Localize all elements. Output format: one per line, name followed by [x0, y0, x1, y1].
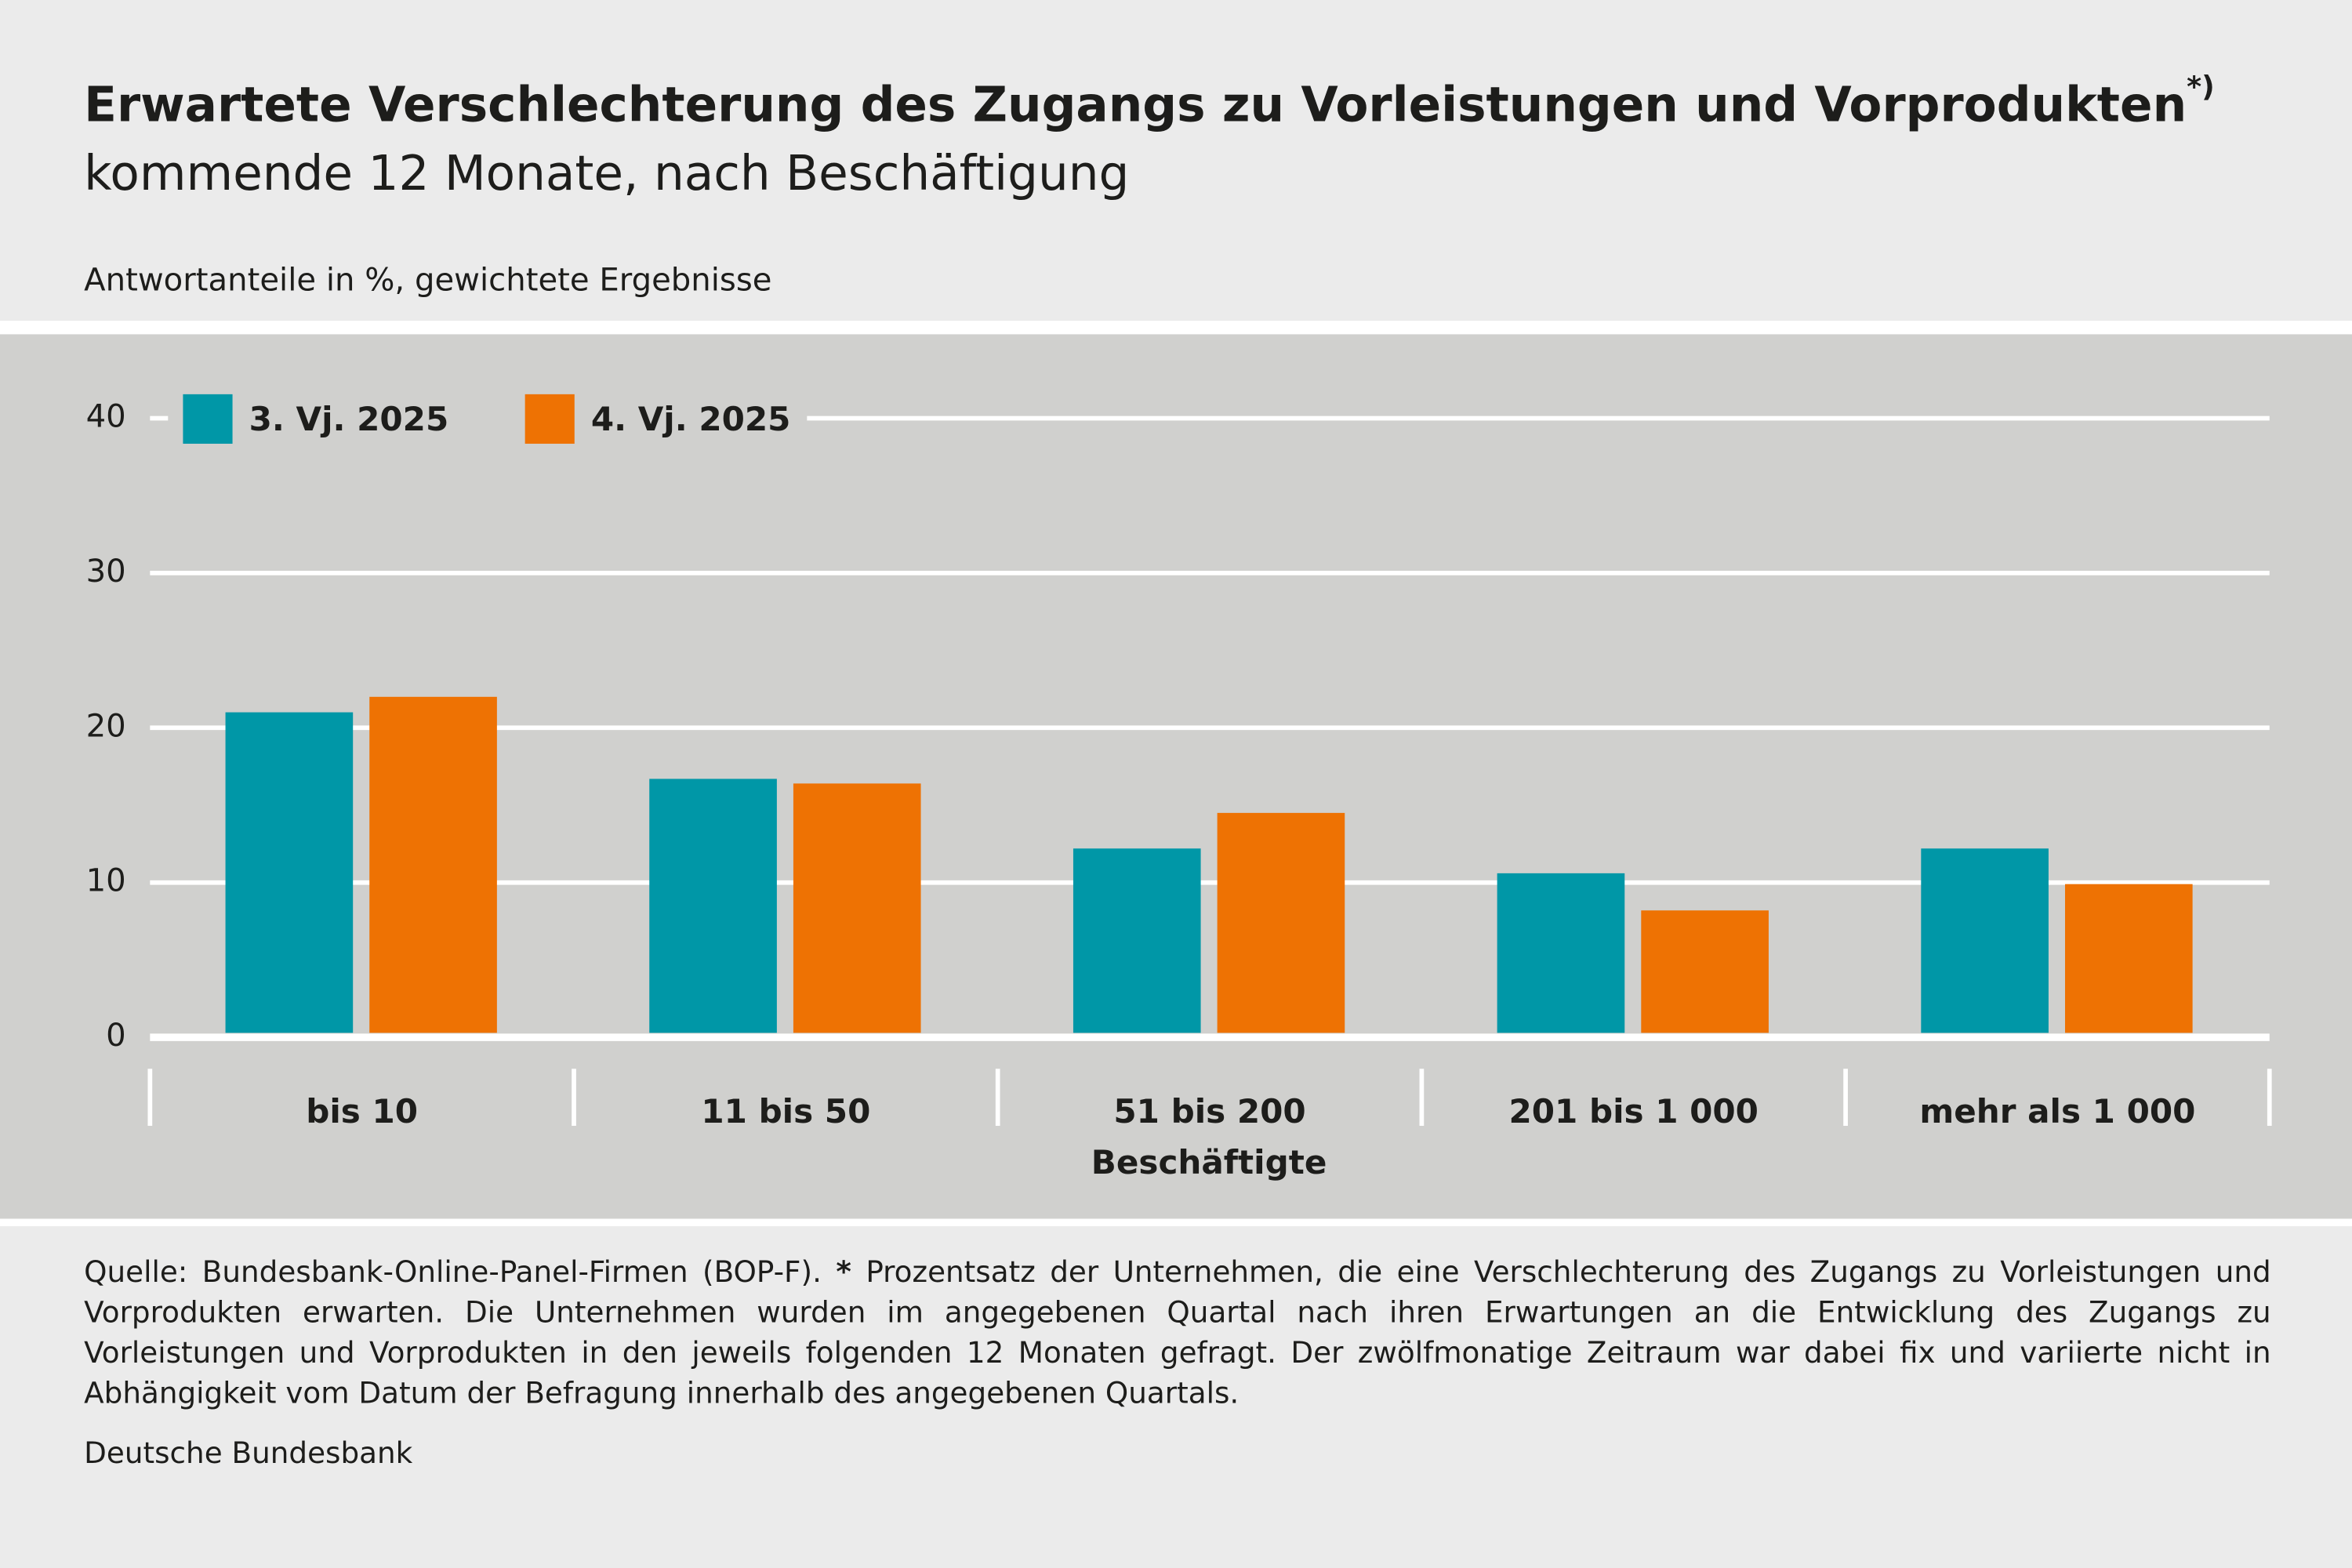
y-tick-label: 40: [86, 398, 126, 434]
legend-swatch: [524, 394, 575, 444]
x-tick-label: bis 10: [306, 1092, 418, 1131]
x-axis-label: Beschäftigte: [1091, 1143, 1327, 1181]
footnote-text: Quelle: Bundesbank-Online-Panel-Firmen (…: [84, 1252, 2271, 1414]
chart-title: Erwartete Verschlechterung des Zugangs z…: [84, 70, 2215, 132]
y-tick-label: 10: [86, 863, 126, 899]
legend-label: 3. Vj. 2025: [249, 400, 449, 438]
bar: [369, 696, 497, 1033]
publisher: Deutsche Bundesbank: [84, 1436, 413, 1471]
legend-label: 4. Vj. 2025: [591, 400, 791, 438]
title-note: *): [2187, 70, 2215, 103]
bar: [793, 783, 921, 1033]
bar: [1073, 848, 1201, 1033]
footnote-body: Prozentsatz der Unternehmen, die eine Ve…: [84, 1254, 2271, 1411]
unit-label: Antwortanteile in %, gewichtete Ergebnis…: [84, 262, 771, 298]
x-tick-label: 201 bis 1 000: [1508, 1092, 1758, 1131]
bar: [2064, 884, 2193, 1033]
chart-title-text: Erwartete Verschlechterung des Zugangs z…: [84, 77, 2187, 132]
bar: [225, 712, 354, 1033]
x-tick-label: mehr als 1 000: [1919, 1092, 2195, 1131]
legend-swatch: [183, 394, 233, 444]
x-tick-label: 11 bis 50: [701, 1092, 870, 1131]
bar: [1217, 812, 1345, 1033]
footnote: Quelle: Bundesbank-Online-Panel-Firmen (…: [84, 1252, 2271, 1474]
chart-subtitle: kommende 12 Monate, nach Beschäftigung: [84, 146, 1129, 201]
bar: [1641, 910, 1769, 1033]
source: Quelle: Bundesbank-Online-Panel-Firmen (…: [84, 1254, 822, 1290]
legend-background: [168, 387, 808, 453]
footnote-star: *: [836, 1254, 851, 1290]
x-tick-label: 51 bis 200: [1113, 1092, 1305, 1131]
y-tick-label: 30: [86, 554, 126, 590]
bar: [649, 779, 777, 1033]
footnote-box: Quelle: Bundesbank-Online-Panel-Firmen (…: [84, 1252, 2271, 1474]
bar: [1497, 873, 1625, 1033]
y-tick-label: 0: [106, 1018, 126, 1054]
y-tick-label: 20: [86, 708, 126, 744]
bar: [1921, 848, 2049, 1033]
